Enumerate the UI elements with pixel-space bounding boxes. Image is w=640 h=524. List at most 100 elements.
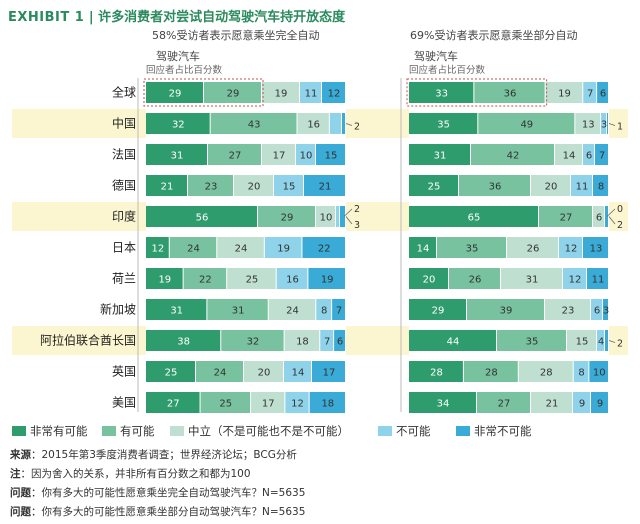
bar-neutral xyxy=(555,144,582,165)
bar-very-unlikely xyxy=(334,330,345,351)
data-label-neutral: 31 xyxy=(526,275,539,286)
data-label-very-unlikely: 6 xyxy=(600,89,606,100)
bar-likely xyxy=(188,175,233,196)
bar-unlikely xyxy=(336,206,339,227)
data-label-likely: 39 xyxy=(500,306,513,317)
bar-very-unlikely xyxy=(583,237,608,258)
data-label-likely: 25 xyxy=(219,399,232,410)
bar-unlikely xyxy=(320,330,334,351)
bar-likely xyxy=(474,82,545,103)
bar-very-likely xyxy=(409,392,476,413)
legend-label-unlikely: 不可能 xyxy=(396,424,431,438)
bar-very-likely xyxy=(146,268,183,289)
data-label-likely: 36 xyxy=(504,89,517,100)
data-label-very-likely: 20 xyxy=(423,275,436,286)
legend-item-very-likely: 非常有可能 xyxy=(12,423,88,439)
outside-label: 1 xyxy=(617,122,623,133)
data-label-very-likely: 27 xyxy=(167,399,180,410)
data-label-unlikely: 8 xyxy=(578,368,584,379)
data-label-unlikely: 12 xyxy=(291,399,304,410)
data-label-likely: 26 xyxy=(469,275,482,286)
bar-very-unlikely xyxy=(597,82,608,103)
bar-very-likely xyxy=(409,82,474,103)
bar-likely xyxy=(477,392,530,413)
data-label-neutral: 26 xyxy=(527,244,540,255)
bar-very-unlikely xyxy=(341,113,345,134)
data-label-neutral: 17 xyxy=(262,399,275,410)
bar-unlikely xyxy=(583,144,594,165)
bar-very-unlikely xyxy=(302,237,345,258)
data-label-very-likely: 28 xyxy=(430,368,443,379)
data-label-neutral: 19 xyxy=(558,89,571,100)
footnote-question-partial-text: ：你有多大的可能性愿意乘坐部分自动驾驶汽车？N=5635 xyxy=(31,506,306,518)
footnote-question-full-label: 问题 xyxy=(10,487,31,499)
footnote-question-partial-label: 问题 xyxy=(10,506,31,518)
data-label-unlikely: 16 xyxy=(286,275,299,286)
data-label-likely: 27 xyxy=(498,399,511,410)
data-label-likely: 24 xyxy=(187,244,200,255)
outside-label: 0 xyxy=(617,204,623,215)
row-highlight xyxy=(609,202,628,231)
bar-very-likely xyxy=(146,113,210,134)
outside-label-leader xyxy=(345,123,353,126)
bar-neutral xyxy=(567,330,596,351)
footnote-note: 注：因为舍入的关系，并非所有百分数之和都为100 xyxy=(10,466,251,481)
category-label: 新加坡 xyxy=(100,302,136,317)
bar-likely xyxy=(467,299,544,320)
bar-very-unlikely xyxy=(605,330,608,351)
data-label-very-unlikely: 17 xyxy=(323,368,336,379)
bar-unlikely xyxy=(571,175,592,196)
bar-unlikely xyxy=(591,299,602,320)
bar-unlikely xyxy=(296,144,315,165)
data-label-likely: 35 xyxy=(526,337,539,348)
footnote-source: 来源：2015年第3季度消费者调查；世界经济论坛；BCG分析 xyxy=(10,447,297,462)
row-highlight xyxy=(346,202,409,231)
bar-very-unlikely xyxy=(587,268,608,289)
bar-unlikely xyxy=(597,330,604,351)
data-label-very-likely: 33 xyxy=(435,89,448,100)
data-label-very-unlikely: 18 xyxy=(321,399,334,410)
data-label-unlikely: 7 xyxy=(324,337,330,348)
panel-axis-label: 回应者占比百分数 xyxy=(409,64,486,76)
row-highlight xyxy=(12,326,146,355)
bar-neutral xyxy=(262,144,295,165)
category-label: 全球 xyxy=(112,85,136,100)
data-label-unlikely: 7 xyxy=(587,89,593,100)
data-label-very-unlikely: 3 xyxy=(603,306,609,317)
data-label-very-likely: 31 xyxy=(434,151,447,162)
data-label-very-likely: 12 xyxy=(152,244,165,255)
legend-item-likely: 有可能 xyxy=(102,423,155,439)
bar-likely xyxy=(463,361,518,382)
data-label-very-likely: 31 xyxy=(170,306,183,317)
bar-likely xyxy=(459,175,530,196)
bar-likely xyxy=(258,206,315,227)
data-label-neutral: 25 xyxy=(246,275,259,286)
data-label-neutral: 20 xyxy=(545,182,558,193)
bar-neutral xyxy=(297,113,329,134)
data-label-very-likely: 29 xyxy=(169,89,182,100)
bar-neutral xyxy=(545,299,590,320)
bar-unlikely xyxy=(559,237,582,258)
outside-label-leader xyxy=(608,340,616,343)
data-label-neutral: 24 xyxy=(235,244,248,255)
data-label-neutral: 14 xyxy=(563,151,576,162)
data-label-very-unlikely: 12 xyxy=(328,89,341,100)
data-label-unlikely: 19 xyxy=(277,244,290,255)
data-label-likely: 22 xyxy=(199,275,212,286)
bar-likely xyxy=(169,237,217,258)
emphasis-box xyxy=(406,78,548,107)
bar-very-unlikely xyxy=(304,175,345,196)
bar-neutral xyxy=(234,175,273,196)
data-label-neutral: 13 xyxy=(582,120,595,131)
data-label-unlikely: 11 xyxy=(305,89,318,100)
outside-label: 2 xyxy=(354,122,360,133)
legend-label-neutral: 中立（不是可能也不是不可能） xyxy=(188,424,349,438)
data-label-likely: 27 xyxy=(560,213,573,224)
legend-label-likely: 有可能 xyxy=(120,424,155,438)
data-label-neutral: 20 xyxy=(258,368,271,379)
data-label-likely: 29 xyxy=(227,89,240,100)
data-label-very-likely: 21 xyxy=(161,182,174,193)
category-label: 阿拉伯联合酋长国 xyxy=(40,333,136,348)
data-label-likely: 24 xyxy=(214,368,227,379)
data-label-neutral: 21 xyxy=(546,399,559,410)
